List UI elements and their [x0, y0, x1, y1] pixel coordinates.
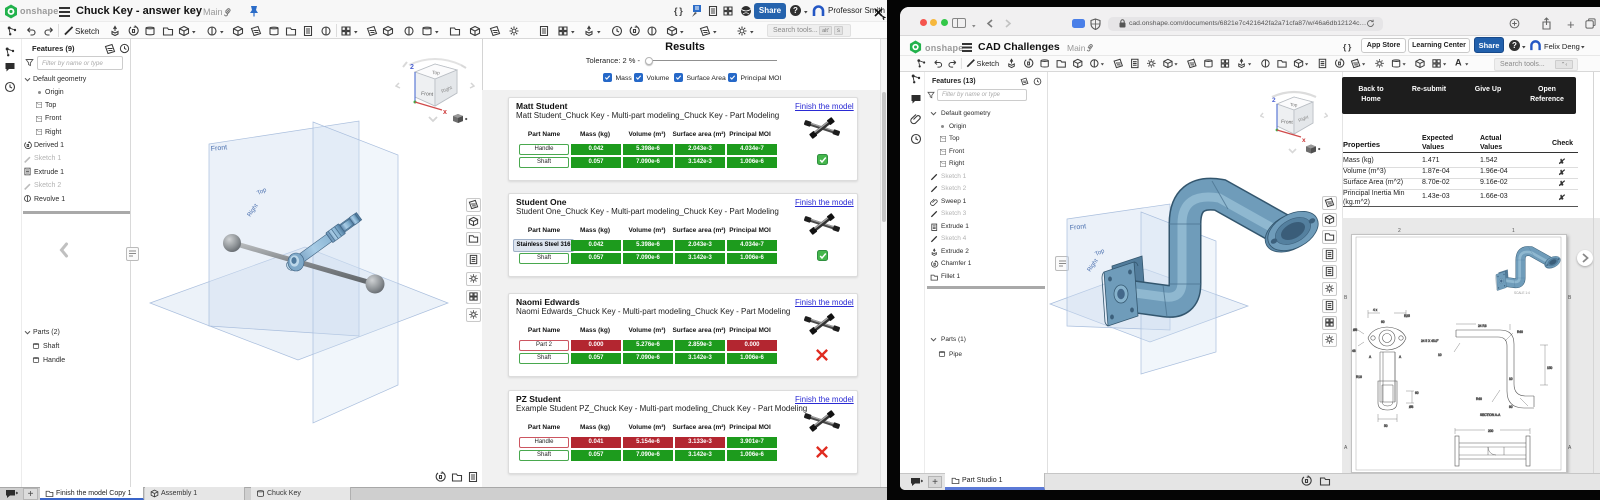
- svg-text:48: 48: [1352, 349, 1356, 353]
- svg-text:R10: R10: [1356, 375, 1362, 379]
- svg-text:200: 200: [1488, 429, 1494, 433]
- svg-text:2: 2: [410, 64, 414, 71]
- svg-text:Front: Front: [421, 91, 434, 98]
- svg-text:x: x: [443, 109, 447, 116]
- svg-text:x: x: [1302, 137, 1306, 144]
- svg-text:A: A: [1369, 355, 1372, 359]
- svg-text:90: 90: [1509, 405, 1513, 409]
- svg-text:Ø8: Ø8: [1409, 405, 1413, 409]
- svg-text:50: 50: [1384, 424, 1388, 428]
- svg-text:Front: Front: [210, 144, 227, 153]
- svg-text:A: A: [1399, 355, 1402, 359]
- svg-text:R25: R25: [1404, 314, 1410, 318]
- svg-text:4 x: 4 x: [1373, 308, 1378, 312]
- svg-text:Top: Top: [1094, 248, 1106, 258]
- svg-text:Right: Right: [441, 85, 454, 95]
- svg-text:24 R3: 24 R3: [1478, 324, 1487, 328]
- svg-text:Front: Front: [1281, 119, 1294, 126]
- svg-text:Top: Top: [432, 70, 440, 77]
- svg-text:10: 10: [1509, 377, 1513, 381]
- svg-text:Right: Right: [1298, 114, 1310, 123]
- svg-text:Top: Top: [1290, 102, 1298, 108]
- svg-text:10: 10: [1438, 353, 1442, 357]
- svg-text:Ø8: Ø8: [1353, 328, 1357, 332]
- svg-text:SECTION A-A: SECTION A-A: [1480, 413, 1501, 417]
- svg-text:60: 60: [1415, 391, 1419, 395]
- svg-text:2: 2: [1272, 97, 1276, 104]
- svg-text:150: 150: [1547, 366, 1553, 370]
- svg-text:Front: Front: [1069, 223, 1086, 232]
- svg-text:R40: R40: [1476, 397, 1482, 401]
- svg-text:R40: R40: [1517, 330, 1523, 334]
- svg-text:24 5 X 45.0°: 24 5 X 45.0°: [1421, 339, 1439, 343]
- svg-text:Top: Top: [256, 187, 268, 197]
- svg-text:60: 60: [1381, 320, 1385, 324]
- svg-text:SCALE 1:4: SCALE 1:4: [1514, 291, 1530, 295]
